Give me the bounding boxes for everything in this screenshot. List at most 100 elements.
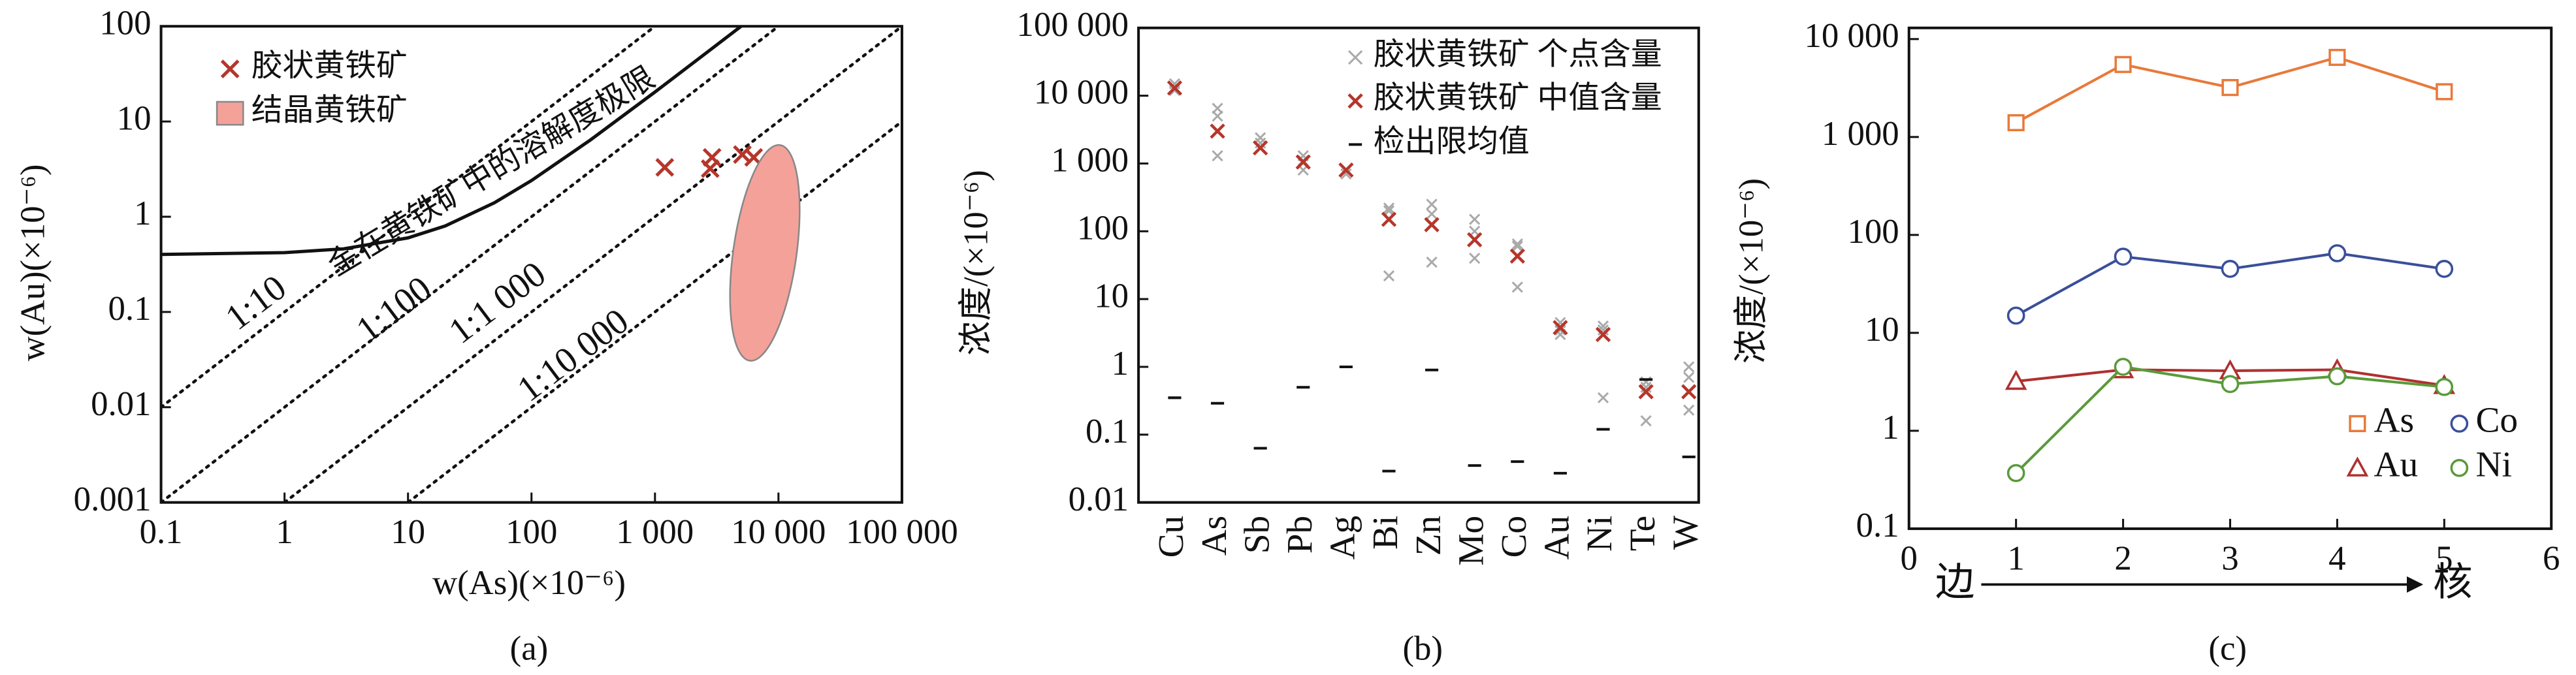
category-label: W [1665,515,1705,550]
plot-frame [1907,26,2553,530]
y-tick-label: 0.01 [1069,480,1129,518]
category-label: Bi [1365,516,1405,550]
plot-frame [159,25,903,504]
legend-marker [2349,415,2366,433]
category-label: Te [1622,516,1662,551]
category-label: Cu [1151,516,1191,558]
point [1255,132,1266,144]
x-label-start: 边 [1935,561,1974,604]
category-label: Sb [1236,516,1276,554]
legend-marker [2450,415,2469,433]
x-tick-label: 10 000 [731,513,826,551]
marker [2114,247,2133,266]
point [1640,415,1652,427]
ratio-label: 1:1 000 [442,253,553,351]
point [1683,361,1695,373]
marker [2328,367,2347,386]
point [1640,381,1652,393]
x-tick-label: 1 [2007,539,2024,577]
x-tick-label: 5 [2436,539,2453,577]
x-tick-label: 0.1 [140,513,183,551]
x-tick-label: 3 [2221,539,2238,577]
point [1383,202,1395,214]
legend-label: Co [2475,400,2518,440]
point [1168,78,1181,89]
legend-marker [1347,93,1363,109]
legend-label: Ni [2475,445,2511,484]
marker [2221,79,2239,97]
median [1681,384,1697,400]
x-label-end: 核 [2433,561,2472,604]
y-tick-label: 10 [1865,311,1899,349]
x-axis-label: w(As)(×10⁻⁶) [432,564,626,602]
marker [2004,369,2027,390]
point [1511,238,1523,250]
legend-marker [2450,458,2469,477]
category-label: Ni [1579,516,1619,552]
ratio-label: 1:10 000 [510,301,636,409]
y-axis-label: 浓度/(×10⁻⁶) [957,170,995,355]
legend-swatch [216,101,244,126]
point [1554,324,1566,336]
y-tick-label: 10 [1094,277,1129,315]
point [1511,281,1523,293]
y-tick-label: 0.01 [91,385,151,423]
median [1338,162,1354,178]
x-tick-label: 100 [506,513,557,551]
legend-marker [220,59,240,78]
x-tick-label: 2 [2114,539,2131,577]
median [1467,232,1483,247]
legend-label: 结晶黄铁矿 [251,93,408,128]
y-tick-label: 1 [1882,409,1899,447]
median [1553,320,1568,336]
point [1212,149,1223,162]
point [1426,198,1438,210]
ratio-line [161,26,781,503]
y-tick-label: 0.1 [108,290,151,328]
y-tick-label: 10 000 [1804,17,1899,55]
point [1683,371,1695,383]
category-label: Co [1494,516,1534,558]
marker [2114,55,2132,73]
caption: (b) [1402,630,1443,668]
solubility-curve [161,26,743,257]
category-label: Zn [1408,516,1448,556]
marker [2006,463,2025,482]
x-tick-label: 100 000 [846,513,958,551]
point [1426,257,1438,268]
x-tick-label: 4 [2328,539,2345,577]
y-tick-label: 0.001 [74,480,152,518]
point [1597,392,1609,403]
legend-label: 胶状黄铁矿 个点含量 [1374,37,1662,72]
point [1511,240,1523,252]
median [1424,217,1440,232]
legend-label: Au [2374,445,2419,484]
y-tick-label: 100 [1847,213,1899,251]
category-label: Mo [1451,516,1490,566]
y-axis-label: 浓度/(×10⁻⁶) [1732,178,1770,364]
marker [2328,244,2347,262]
caption: (c) [2208,630,2247,668]
category-label: Ag [1323,516,1362,560]
ratio-line [161,26,658,409]
x-tick-label: 1 [276,513,293,551]
y-tick-label: 1 [134,195,151,232]
marker [2114,358,2133,376]
marker [2328,48,2346,66]
marker [2435,377,2454,396]
median [1295,154,1311,170]
marker [2221,260,2240,278]
legend-label: 胶状黄铁矿 中值含量 [1374,81,1662,116]
point [702,148,722,167]
ratio-line [282,26,902,503]
point [1469,213,1481,225]
y-tick-label: 10 [117,99,152,137]
marker [2436,83,2453,101]
ratio-label: 1:10 [218,267,293,338]
y-tick-label: 100 [1077,209,1129,247]
legend-marker [2346,456,2369,477]
category-label: Pb [1280,516,1319,554]
x-tick-label: 0 [1901,539,1918,577]
point [1683,404,1695,416]
x-tick-label: 10 [391,513,425,551]
